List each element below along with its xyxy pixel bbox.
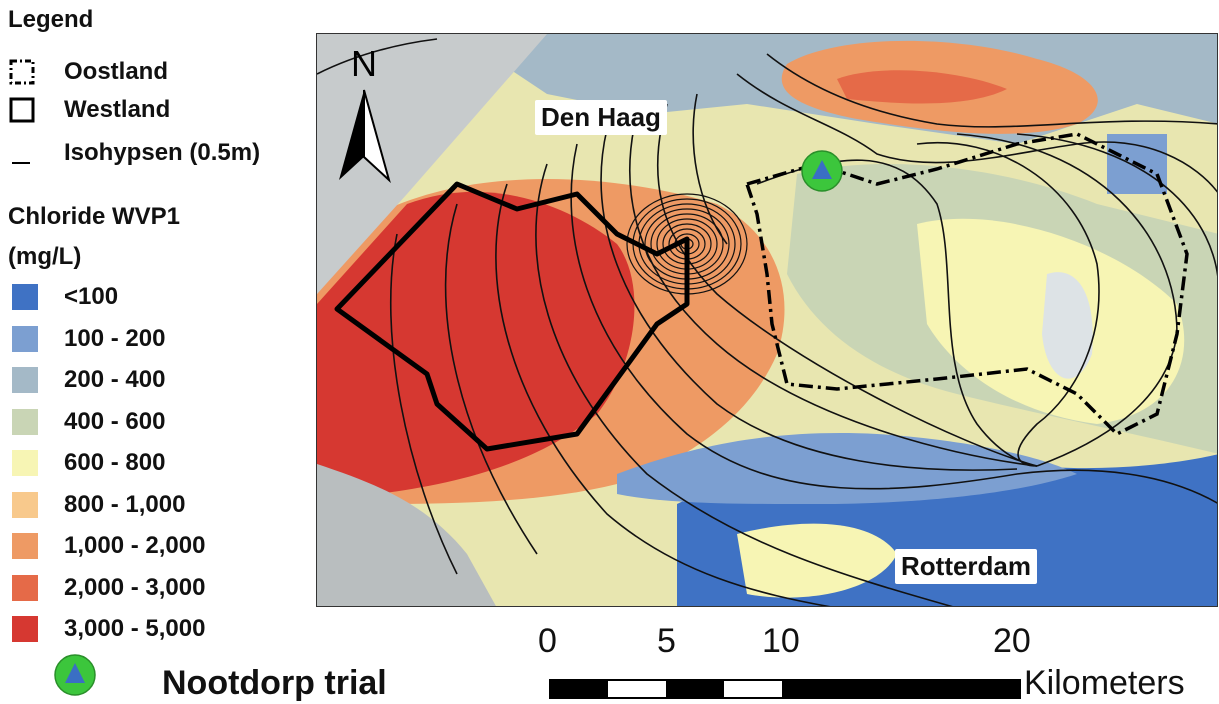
legend-item-westland: Westland (8, 93, 170, 127)
scale-tick-5: 5 (657, 622, 676, 661)
legend-class-item: 3,000 - 5,000 (8, 612, 205, 646)
scale-tick-20: 20 (993, 622, 1031, 661)
legend-class-label: 600 - 800 (64, 449, 165, 477)
color-swatch (8, 322, 42, 356)
map-frame: Den Haag Rotterdam (316, 33, 1218, 607)
color-swatch (8, 529, 42, 563)
color-swatch (8, 571, 42, 605)
city-label-rotterdam: Rotterdam (895, 549, 1037, 584)
color-swatch (8, 405, 42, 439)
legend-class-item: 1,000 - 2,000 (8, 529, 205, 563)
legend-class-label: 1,000 - 2,000 (64, 532, 205, 560)
map-canvas (317, 34, 1218, 607)
north-arrow-icon: N (333, 42, 395, 192)
color-swatch (8, 446, 42, 480)
legend-class-item: <100 (8, 280, 118, 314)
green-circle-blue-triangle-icon (52, 652, 98, 703)
city-label-den-haag: Den Haag (535, 100, 667, 135)
scale-unit: Kilometers (1024, 664, 1185, 703)
legend-class-label: 400 - 600 (64, 408, 165, 436)
contour-line-icon (8, 136, 42, 170)
legend-class-label: 3,000 - 5,000 (64, 615, 205, 643)
color-swatch (8, 488, 42, 522)
legend-class-item: 800 - 1,000 (8, 488, 185, 522)
trial-label: Nootdorp trial (162, 664, 387, 703)
legend-class-label: 2,000 - 3,000 (64, 574, 205, 602)
legend-class-label: 200 - 400 (64, 366, 165, 394)
chloride-title: Chloride WVP1 (8, 203, 180, 231)
legend-class-item: 400 - 600 (8, 405, 165, 439)
legend-class-item: 600 - 800 (8, 446, 165, 480)
legend-class-label: <100 (64, 283, 118, 311)
nootdorp-trial-marker (802, 151, 842, 191)
legend-title: Legend (8, 6, 93, 34)
legend-item-oostland: Oostland (8, 55, 168, 89)
legend-class-label: 100 - 200 (64, 325, 165, 353)
scale-tick-10: 10 (762, 622, 800, 661)
north-arrow: N (333, 42, 395, 197)
color-swatch (8, 280, 42, 314)
legend-class-label: 800 - 1,000 (64, 491, 185, 519)
legend-class-item: 2,000 - 3,000 (8, 571, 205, 605)
legend-class-item: 200 - 400 (8, 363, 165, 397)
scale-tick-0: 0 (538, 622, 557, 661)
north-label: N (351, 43, 377, 84)
color-swatch (8, 612, 42, 646)
legend-item-isohypsen: Isohypsen (0.5m) (8, 136, 260, 170)
legend-class-item: 100 - 200 (8, 322, 165, 356)
square-outline-icon (8, 93, 42, 127)
legend-label: Isohypsen (0.5m) (64, 139, 260, 167)
legend-label: Oostland (64, 58, 168, 86)
color-swatch (8, 363, 42, 397)
dash-dot-square-icon (8, 55, 42, 89)
legend-label: Westland (64, 96, 170, 124)
chloride-unit: (mg/L) (8, 243, 81, 271)
